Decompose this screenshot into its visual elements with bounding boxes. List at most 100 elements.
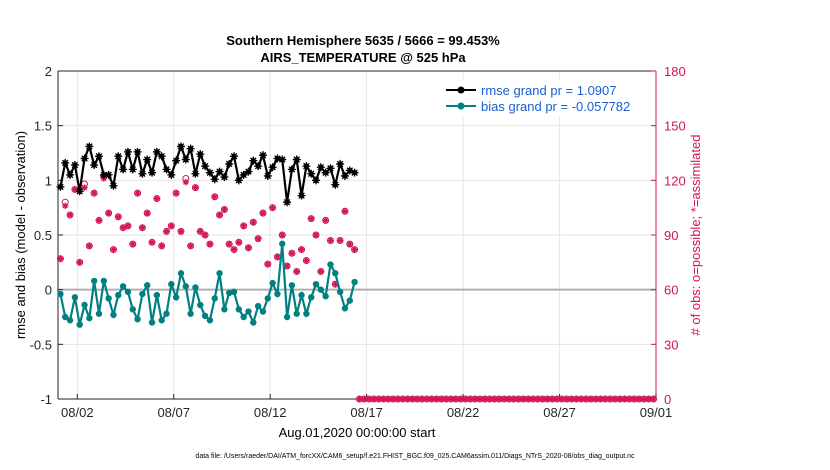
- bias-point-10: [105, 295, 112, 302]
- bias-point-6: [86, 314, 93, 322]
- x-tick-label-4: 08/22: [447, 405, 480, 420]
- rmse-point-star-40: [249, 156, 258, 165]
- obs-zero-assimilated-point-14: [423, 395, 431, 403]
- obs-assimilated-point-37: [235, 239, 243, 246]
- bias-point-30: [201, 312, 209, 320]
- bias-point-9: [100, 277, 108, 285]
- obs-zero-assimilated-point-20: [452, 395, 460, 403]
- obs-assimilated-point-35: [226, 240, 233, 248]
- x-tick-label-1: 08/07: [157, 405, 190, 420]
- bias-point-55: [322, 293, 329, 300]
- bias-point-3: [71, 294, 79, 301]
- obs-zero-assimilated-point-23: [467, 395, 474, 403]
- bias-point-0: [57, 290, 64, 298]
- rmse-point-star-50: [297, 191, 306, 200]
- obs-zero-assimilated-point-59: [640, 395, 648, 403]
- obs-assimilated-point-14: [124, 222, 132, 230]
- bias-point-37: [235, 306, 243, 313]
- rmse-point-star-51: [302, 162, 311, 171]
- obs-assimilated-point-22: [163, 228, 170, 235]
- y-axis-left-label: rmse and bias (model - observation): [13, 131, 28, 339]
- obs-assimilated-point-21: [158, 242, 165, 250]
- obs-zero-assimilated-point-27: [486, 395, 493, 403]
- grid-lines: [58, 70, 657, 400]
- obs-assimilated-point-1: [62, 202, 69, 210]
- obs-assimilated-point-33: [216, 211, 223, 219]
- obs-zero-assimilated-point-13: [418, 395, 426, 403]
- legend-item-rmse: rmse grand pr = 1.0907: [446, 83, 617, 98]
- obs-zero-assimilated-point-35: [525, 395, 532, 403]
- x-tick-label-2: 08/12: [254, 405, 287, 420]
- obs-zero-assimilated-point-28: [491, 395, 498, 403]
- obs-assimilated-point-41: [254, 235, 262, 242]
- obs-assimilated-point-28: [192, 184, 199, 191]
- bias-point-57: [332, 270, 339, 277]
- obs-zero-assimilated-point-53: [611, 395, 619, 403]
- obs-zero-assimilated-point-24: [471, 395, 479, 403]
- obs-assimilated-point-12: [115, 213, 122, 220]
- rmse-point-star-15: [128, 165, 137, 174]
- bias-point-61: [351, 278, 358, 286]
- rmse-point-star-41: [254, 162, 263, 171]
- y-right-tick-label-1: 30: [664, 337, 678, 352]
- bias-point-17: [139, 290, 146, 298]
- obs-assimilated-point-16: [134, 189, 141, 197]
- obs-zero-assimilated-point-26: [481, 395, 488, 403]
- bias-point-47: [283, 313, 291, 321]
- bias-point-54: [317, 286, 325, 293]
- obs-assimilated-point-40: [250, 219, 257, 226]
- bias-point-53: [312, 281, 320, 288]
- rmse-point-star-0: [56, 182, 65, 191]
- legend-rmse-label: rmse grand pr = 1.0907: [481, 83, 617, 98]
- obs-zero-assimilated-point-50: [597, 395, 604, 403]
- rmse-point-star-47: [283, 198, 292, 207]
- obs-zero-assimilated-point-8: [394, 395, 402, 403]
- x-tick-label-0: 08/02: [61, 405, 94, 420]
- x-tick-label-5: 08/27: [543, 405, 576, 420]
- bias-point-44: [269, 279, 276, 287]
- bias-point-58: [336, 288, 344, 296]
- legend-box: [440, 79, 650, 117]
- bias-point-21: [158, 317, 165, 324]
- y-axis-right-label: # of obs: o=possible; *=assimilated: [688, 135, 703, 336]
- bias-point-15: [129, 306, 136, 313]
- rmse-point-star-25: [176, 142, 185, 151]
- obs-assimilated-point-4: [76, 259, 83, 266]
- obs-assimilated-point-13: [119, 224, 127, 231]
- obs-assimilated-point-8: [95, 217, 103, 224]
- obs-assimilated-point-43: [264, 260, 271, 268]
- obs-zero-assimilated-point-34: [520, 395, 527, 403]
- bias-point-4: [76, 321, 83, 328]
- rmse-point-star-60: [345, 166, 354, 175]
- y-left-tick-label-5: 1.5: [34, 119, 52, 134]
- obs-assimilated-point-26: [182, 178, 189, 186]
- obs-assimilated-point-52: [307, 215, 315, 222]
- obs-zero-assimilated-point-9: [399, 395, 407, 403]
- y-right-tick-label-5: 150: [664, 119, 686, 134]
- obs-assimilated-point-2: [66, 211, 74, 219]
- rmse-point-star-5: [80, 154, 89, 163]
- obs-zero-assimilated-point-40: [549, 395, 556, 403]
- rmse-point-star-19: [148, 168, 157, 177]
- bias-point-22: [163, 310, 170, 317]
- bias-point-16: [134, 315, 141, 323]
- rmse-point-star-37: [234, 176, 243, 185]
- obs-zero-assimilated-point-61: [650, 395, 657, 403]
- bias-point-45: [274, 290, 281, 298]
- bias-point-49: [293, 310, 300, 317]
- obs-zero-assimilated-point-5: [380, 395, 387, 403]
- rmse-point-star-7: [90, 161, 99, 170]
- y-left-tick-label-0: -1: [40, 392, 52, 407]
- legend-bias-marker: [457, 102, 465, 110]
- obs-assimilated-point-57: [332, 281, 339, 288]
- x-tick-label-3: 08/17: [350, 405, 383, 420]
- rmse-point-star-42: [258, 151, 267, 160]
- rmse-point-star-18: [143, 155, 152, 164]
- y-left-tick-label-3: 0.5: [34, 228, 52, 243]
- obs-zero-assimilated-point-45: [573, 395, 580, 403]
- rmse-point-star-2: [66, 170, 75, 179]
- bias-point-25: [177, 270, 185, 277]
- bias-point-18: [144, 282, 151, 289]
- obs-zero-assimilated-point-31: [505, 395, 513, 403]
- legend-bias-label: bias grand pr = -0.057782: [481, 99, 630, 114]
